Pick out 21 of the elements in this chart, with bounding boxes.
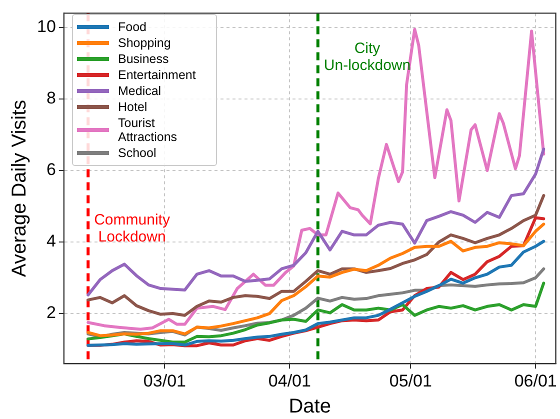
y-tick-label: 10 [36,17,56,36]
legend-label: Business [118,52,169,66]
x-tick-label: 04/01 [268,371,311,390]
y-axis-title: Average Daily Visits [8,100,31,277]
legend-label: Hotel [118,100,148,114]
x-axis-title: Date [288,396,331,418]
legend-label: School [118,146,156,160]
x-tick-label: 03/01 [143,371,186,390]
y-tick-label: 6 [46,160,56,180]
ref-line-label: City Un-lockdown [324,40,411,74]
y-tick-label: 8 [46,88,56,108]
legend-label: Tourist Attractions [118,116,178,144]
x-tick-label: 05/01 [389,371,432,390]
ref-line-label: Community Lockdown [94,212,170,246]
legend-label: Shopping [118,36,171,50]
legend-label: Entertainment [118,68,196,82]
y-tick-label: 2 [46,303,56,322]
legend-label: Food [118,20,146,34]
y-tick-label: 4 [46,232,56,251]
legend-label: Medical [118,84,162,98]
x-tick-label: 06/01 [514,371,557,390]
